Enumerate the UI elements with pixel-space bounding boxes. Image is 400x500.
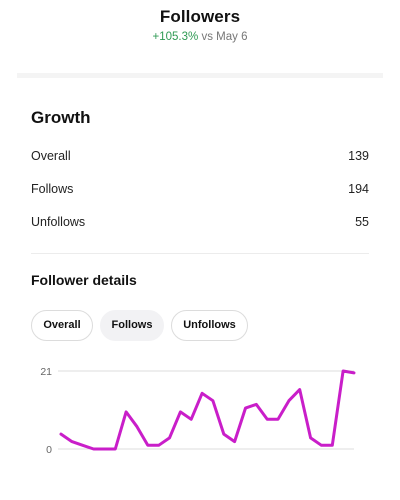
tab-unfollows[interactable]: Unfollows [171,310,248,341]
tab-overall[interactable]: Overall [31,310,93,341]
y-tick-max: 21 [40,366,52,378]
growth-delta: +105.3% [152,31,199,43]
growth-row-value: 139 [348,149,369,163]
comparison-label: vs May 6 [201,31,248,43]
growth-section-title: Growth [31,108,91,127]
section-divider [17,73,383,78]
growth-row-value: 55 [355,215,369,229]
header: Followers +105.3% vs May 6 [0,0,400,76]
series-line [59,369,356,451]
growth-row-value: 194 [348,182,369,196]
growth-row-label: Unfollows [31,215,86,229]
growth-row-unfollows: Unfollows 55 [31,215,369,235]
follower-line-chart: 21 0 [40,366,356,456]
growth-row-label: Follows [31,182,74,196]
growth-row-label: Overall [31,149,71,163]
growth-row-follows: Follows 194 [31,182,369,202]
y-tick-min: 0 [46,444,52,456]
follower-details-title: Follower details [31,272,137,288]
details-divider [31,253,369,254]
growth-row-overall: Overall 139 [31,149,369,169]
tab-follows[interactable]: Follows [100,310,164,341]
page-title: Followers [159,7,241,26]
growth-comparison: +105.3% vs May 6 [0,31,400,43]
